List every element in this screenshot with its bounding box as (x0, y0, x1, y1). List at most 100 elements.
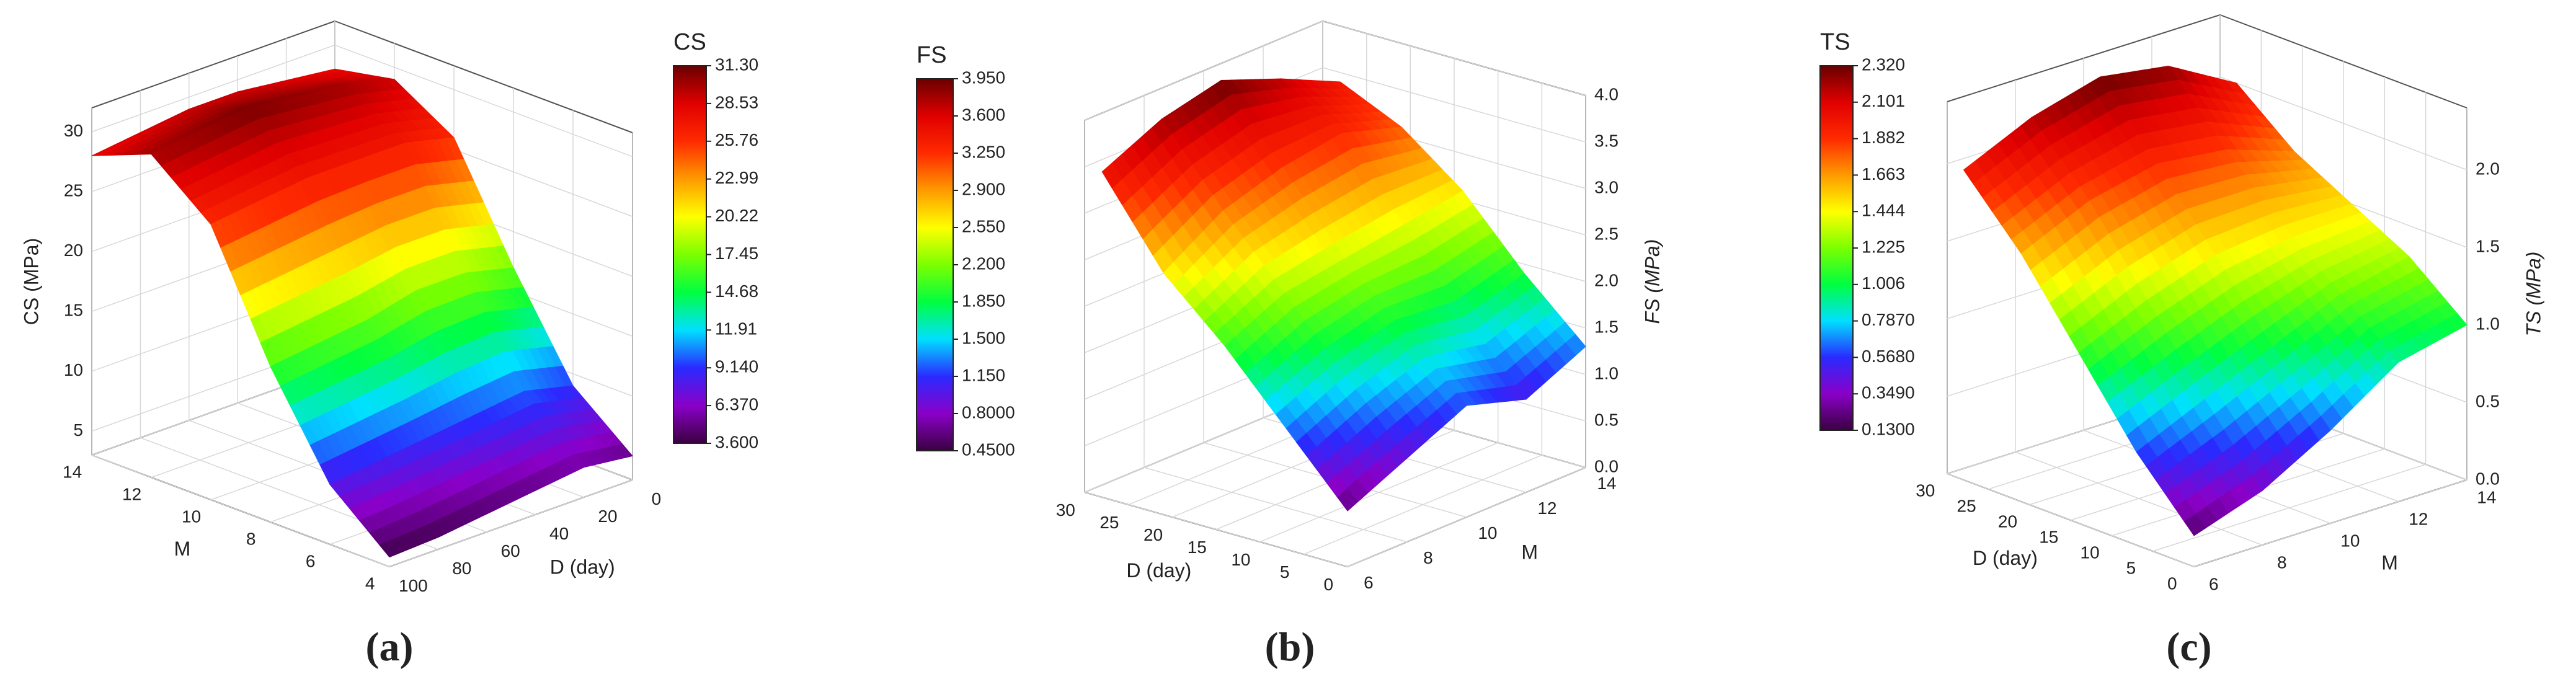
grid-line (91, 44, 633, 157)
colorbar-tick-label: 25.76 (715, 130, 758, 149)
axis-title: M (174, 538, 191, 560)
axis-title: FS (MPa) (1641, 239, 1663, 324)
right-tick-label: 100 (399, 576, 428, 595)
right-tick-label: 12 (1537, 499, 1557, 518)
colorbar (1819, 65, 1854, 431)
colorbar-tick-label: 0.7870 (1862, 310, 1915, 329)
colorbar-title: CS (673, 29, 706, 55)
right-tick-label: 6 (2209, 574, 2219, 593)
colorbar-tick-label: 1.444 (1862, 201, 1905, 220)
left-tick-label: 10 (182, 507, 201, 526)
left-tick-label: 4 (365, 574, 375, 593)
colorbar-tick-label: 1.882 (1862, 128, 1905, 147)
right-tick-label: 6 (1364, 573, 1374, 592)
colorbar-tick-label: 28.53 (715, 92, 758, 112)
colorbar-tick-label: 3.600 (715, 432, 758, 451)
z-tick-label: 15 (64, 301, 83, 320)
axis-title: M (2381, 551, 2398, 574)
left-tick-label: 8 (246, 530, 256, 549)
grid-line (1947, 473, 2195, 567)
left-tick-label: 15 (2039, 528, 2058, 547)
right-tick-label: 60 (501, 541, 520, 561)
colorbar-tick-label: 2.550 (962, 216, 1005, 236)
z-tick-label: 3.5 (1594, 131, 1619, 150)
z-tick-label: 1.0 (1594, 363, 1619, 383)
colorbar-tick-label: 1.225 (1862, 237, 1905, 256)
colorbar-tick-label: 1.006 (1862, 273, 1905, 293)
z-tick-label: 0.5 (2476, 391, 2500, 410)
axis-box (334, 20, 633, 133)
colorbar-tick-label: 2.900 (962, 179, 1005, 198)
left-tick-label: 25 (1099, 513, 1119, 532)
right-tick-label: 8 (2277, 552, 2287, 572)
colorbar-tick-label: 20.22 (715, 206, 758, 225)
z-tick-label: 25 (64, 181, 83, 200)
colorbar-tick-label: 1.150 (962, 365, 1005, 384)
right-tick-label: 0 (652, 489, 662, 508)
z-tick-label: 2.5 (1594, 224, 1619, 243)
surface-patch (379, 541, 398, 558)
right-tick-label: 10 (2340, 531, 2360, 550)
z-tick-label: 0.0 (1594, 456, 1619, 476)
colorbar-tick-label: 9.140 (715, 357, 758, 376)
axis-title: D (day) (550, 556, 615, 578)
surface (91, 68, 633, 558)
surface-patch (2183, 513, 2206, 536)
colorbar-title: FS (917, 42, 947, 68)
panel-label: (c) (2166, 624, 2211, 670)
colorbar-tick-label: 2.200 (962, 254, 1005, 273)
z-tick-label: 0.5 (1594, 410, 1619, 429)
surface (1963, 65, 2467, 536)
z-tick-label: 4.0 (1594, 84, 1619, 104)
z-tick-label: 0.0 (2476, 469, 2500, 488)
colorbar-tick-label: 31.30 (715, 55, 758, 74)
left-tick-label: 5 (1280, 562, 1290, 582)
grid-line (1084, 492, 1348, 567)
left-tick-label: 10 (2081, 543, 2100, 562)
grid-line (2015, 451, 2263, 546)
colorbar-tick-label: 1.850 (962, 291, 1005, 310)
left-tick-label: 30 (1916, 481, 1935, 500)
left-tick-label: 12 (122, 485, 141, 504)
axis-box (91, 20, 335, 109)
grid-line (1144, 467, 1408, 543)
colorbar-tick-label: 0.8000 (962, 402, 1015, 422)
right-tick-label: 40 (549, 524, 569, 543)
left-tick-label: 6 (306, 552, 316, 571)
colorbar-tick-label: 6.370 (715, 394, 758, 414)
left-tick-label: 14 (63, 463, 82, 482)
grid-line (389, 479, 633, 567)
colorbar-tick-label: 2.320 (1862, 55, 1905, 74)
colorbar-tick-label: 3.600 (962, 105, 1005, 124)
colorbar-tick-label: 0.4500 (962, 440, 1015, 459)
panel-label: (a) (366, 624, 414, 670)
colorbar-tick-label: 1.500 (962, 328, 1005, 347)
colorbar-tick-label: 3.950 (962, 68, 1005, 87)
colorbar-title: TS (1820, 29, 1850, 55)
left-tick-label: 15 (1188, 538, 1207, 557)
colorbar-tick-label: 3.250 (962, 142, 1005, 161)
z-tick-label: 1.0 (2476, 314, 2500, 333)
right-tick-label: 12 (2409, 509, 2428, 528)
z-tick-label: 20 (64, 241, 83, 260)
colorbar-tick-label: 0.3490 (1862, 383, 1915, 402)
colorbar-tick-label: 0.5680 (1862, 347, 1915, 366)
colorbar-tick-label: 1.663 (1862, 164, 1905, 184)
left-tick-label: 0 (2167, 574, 2177, 593)
right-tick-label: 20 (598, 507, 617, 526)
right-tick-label: 80 (452, 559, 471, 578)
z-tick-label: 30 (64, 121, 83, 140)
z-tick-label: 10 (64, 360, 83, 379)
panel-label: (b) (1265, 624, 1315, 670)
left-tick-label: 20 (1998, 512, 2017, 531)
z-tick-label: 2.0 (2476, 159, 2500, 178)
colorbar-tick-label: 17.45 (715, 244, 758, 263)
axis-title: CS (MPa) (20, 238, 42, 325)
axis-title: D (day) (1973, 547, 2038, 569)
z-tick-label: 1.5 (2476, 236, 2500, 255)
grid-line (91, 454, 390, 567)
z-tick-label: 5 (73, 420, 83, 440)
right-tick-label: 14 (2477, 487, 2496, 507)
left-tick-label: 25 (1957, 497, 1976, 516)
